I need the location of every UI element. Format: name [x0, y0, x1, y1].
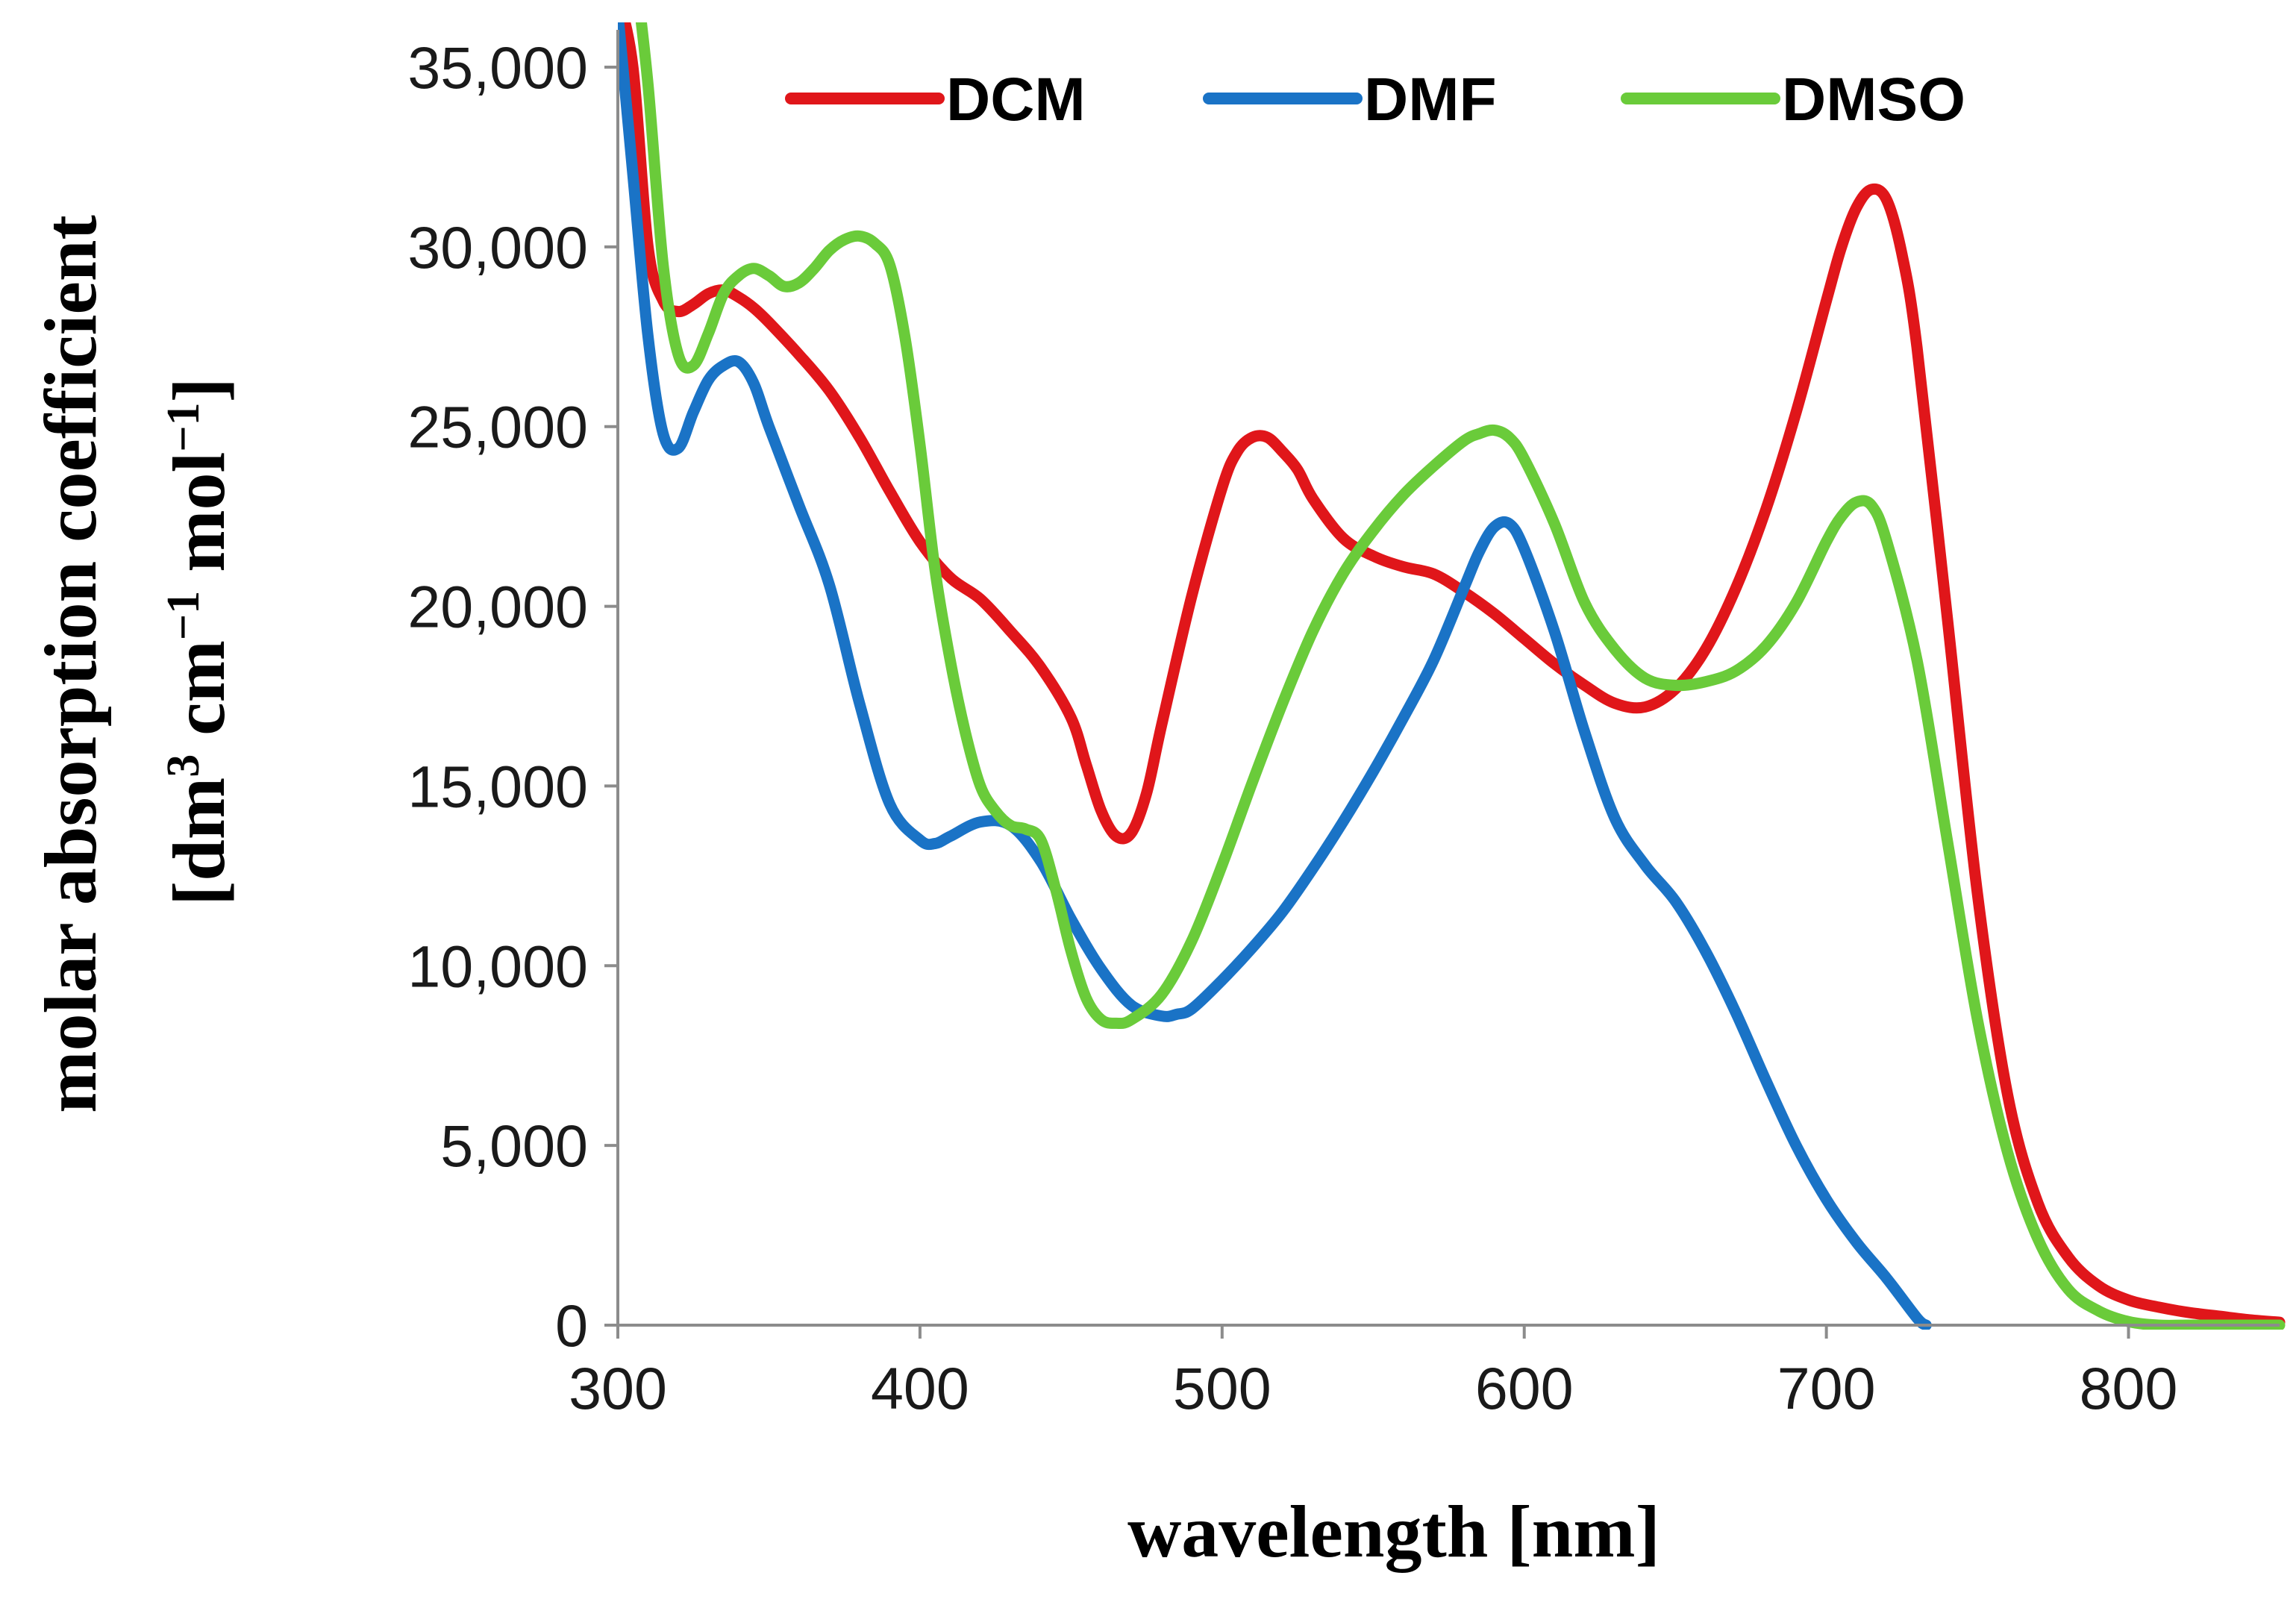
- x-tick-label: 600: [1475, 1355, 1574, 1421]
- series-line-dcm: [619, 22, 2286, 1328]
- y-tick-label: 5,000: [440, 1113, 588, 1179]
- y-tick-label: 30,000: [407, 214, 588, 281]
- y-axis-unit-close-bracket: ]: [157, 378, 240, 402]
- legend-item-dmf: DMF: [1203, 66, 1497, 134]
- x-tick-label: 700: [1777, 1355, 1876, 1421]
- y-tick-label: 10,000: [407, 933, 588, 999]
- x-tick-label: 500: [1173, 1355, 1271, 1421]
- y-ticks: 0 5,000 10,000 15,000 20,000 25,000 30,000 35,0…: [407, 34, 618, 1359]
- legend-item-dcm: DCM: [785, 66, 1086, 134]
- y-tick-label: 25,000: [407, 394, 588, 460]
- y-axis-title-line-1: molar absorption coefficient: [29, 215, 112, 1113]
- y-axis-unit-dm-exponent: 3: [158, 754, 209, 777]
- y-tick-label: 0: [555, 1292, 588, 1359]
- legend-label: DCM: [946, 66, 1086, 134]
- y-axis-unit-dm: [dm: [157, 777, 240, 906]
- y-axis-unit-mol-exponent: −1: [158, 402, 209, 451]
- series-layer: [618, 22, 2286, 1330]
- x-tick-label: 800: [2080, 1355, 2178, 1421]
- legend-item-dmso: DMSO: [1621, 66, 1965, 134]
- y-axis-unit-mol: mol: [157, 452, 240, 591]
- y-axis-title-line-2: [dm3 cm−1 mol−1]: [157, 378, 240, 906]
- legend-label: DMF: [1364, 66, 1497, 134]
- x-tick-label: 300: [569, 1355, 667, 1421]
- series-line-dmf: [618, 22, 1932, 1330]
- y-tick-label: 20,000: [407, 574, 588, 640]
- y-axis-unit-cm-exponent: −1: [158, 591, 209, 640]
- x-tick-label: 400: [871, 1355, 969, 1421]
- series-line-dmso: [635, 22, 2286, 1330]
- y-axis-unit-cm: cm: [157, 640, 240, 754]
- x-axis-title: wavelength [nm]: [1127, 1490, 1660, 1573]
- legend: DCM DMF DMSO: [785, 66, 1965, 134]
- x-ticks: 300 400 500 600 700 800: [569, 1325, 2177, 1421]
- y-tick-label: 35,000: [407, 34, 588, 101]
- y-tick-label: 15,000: [407, 753, 588, 819]
- legend-label: DMSO: [1782, 66, 1965, 134]
